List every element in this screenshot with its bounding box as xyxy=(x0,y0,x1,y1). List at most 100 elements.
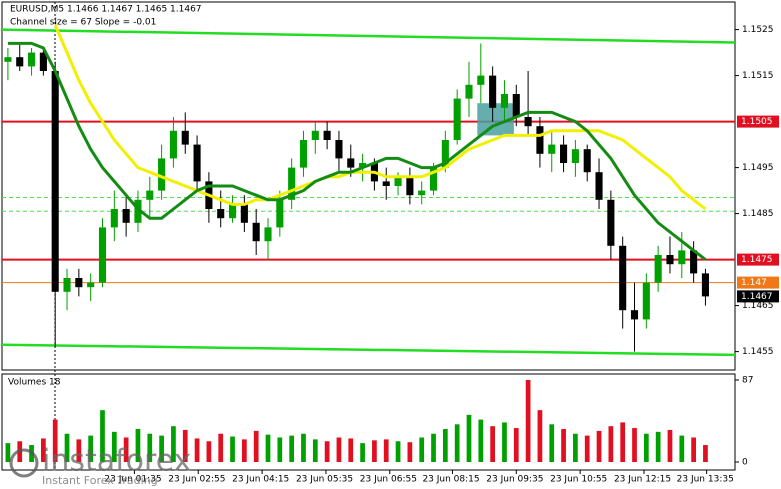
candle-body xyxy=(134,199,142,223)
level-label: 1.1475 xyxy=(741,255,773,265)
volume-bar xyxy=(336,437,342,462)
y-tick-label: 1.1485 xyxy=(742,209,774,219)
current-price-box xyxy=(737,290,779,303)
candle-body xyxy=(181,130,189,145)
candle-body xyxy=(654,255,662,283)
candle-body xyxy=(51,71,59,292)
volume-bar xyxy=(573,433,578,462)
candle-body xyxy=(524,117,532,127)
volume-bar xyxy=(76,439,82,462)
volume-bar xyxy=(679,435,685,462)
candle-body xyxy=(583,149,591,173)
volume-bar xyxy=(100,410,105,462)
volume-bar xyxy=(431,433,436,462)
candle-body xyxy=(193,144,201,182)
channel-line xyxy=(1,343,736,357)
candle-body xyxy=(571,149,579,163)
volume-bar xyxy=(596,430,602,462)
volume-bar xyxy=(691,437,696,462)
volume-bar xyxy=(324,441,330,462)
volume-bar xyxy=(502,422,507,462)
volume-bar xyxy=(218,433,224,462)
candle-body xyxy=(75,278,83,288)
volume-bar xyxy=(383,439,389,462)
level-label-box xyxy=(737,253,779,266)
candle-body xyxy=(690,250,698,274)
channel-line xyxy=(1,28,736,44)
candle-body xyxy=(228,204,237,219)
volume-bar xyxy=(608,426,614,462)
candle-body xyxy=(536,126,544,154)
y-tick-label: 1.1525 xyxy=(742,25,774,35)
candle-body xyxy=(394,176,402,186)
x-tick-label: 23 Jun 12:15 xyxy=(614,475,671,485)
volume-tick-label: 87 xyxy=(742,376,753,386)
volume-bar xyxy=(159,435,164,462)
x-tick-label: 23 Jun 13:35 xyxy=(677,475,734,485)
candle-body xyxy=(453,98,461,140)
volume-bar xyxy=(442,429,448,462)
volume-bar xyxy=(584,435,590,462)
candle-body xyxy=(406,176,414,196)
volume-bar xyxy=(253,430,259,462)
candle-body xyxy=(512,94,520,117)
volume-bar xyxy=(312,439,318,462)
volume-bar xyxy=(241,439,247,462)
candle-body xyxy=(110,209,118,228)
volume-bar xyxy=(454,424,460,462)
candle-body xyxy=(560,144,568,163)
volume-bar xyxy=(537,410,543,462)
volume-bar xyxy=(265,434,271,462)
volume-bar xyxy=(289,435,295,462)
watermark: instaforex Instant Forex Trading xyxy=(9,444,191,487)
candle-body xyxy=(642,282,650,320)
x-tick-label: 23 Jun 10:55 xyxy=(550,475,607,485)
volume-bar xyxy=(372,440,377,462)
volume-bar xyxy=(182,429,188,462)
volume-bar xyxy=(147,433,153,462)
x-tick-label: 23 Jun 08:15 xyxy=(422,475,479,485)
x-tick-label: 23 Jun 06:55 xyxy=(360,475,417,485)
candle-body xyxy=(299,140,308,168)
candle-body xyxy=(252,222,260,242)
chart-subtitle: Channel size = 67 Slope = -0.01 xyxy=(10,18,156,28)
volume-bar xyxy=(549,424,555,462)
chart-title: EURUSD,M5 1.1466 1.1467 1.1465 1.1467 xyxy=(10,5,202,15)
volume-bar xyxy=(395,441,401,462)
candle-body xyxy=(311,130,319,140)
volume-bar xyxy=(490,426,496,462)
candle-body xyxy=(347,158,355,168)
volume-bar xyxy=(478,419,484,462)
y-tick-label: 1.1465 xyxy=(742,301,774,311)
volume-bar xyxy=(123,437,129,462)
volume-bar xyxy=(206,441,212,462)
volume-bar xyxy=(64,433,70,462)
candle-body xyxy=(4,57,12,62)
candle-body xyxy=(158,158,166,191)
x-tick-label: 23 Jun 02:55 xyxy=(168,475,225,485)
volume-bar xyxy=(194,438,200,462)
candle-body xyxy=(288,167,296,200)
candle-body xyxy=(276,199,284,228)
candle-body xyxy=(548,144,556,154)
volume-title: Volumes 18 xyxy=(8,378,61,388)
candle-body xyxy=(63,278,71,292)
candle-body xyxy=(465,84,473,99)
volume-bar xyxy=(5,443,11,462)
volume-bar xyxy=(513,428,519,462)
current-price-label: 1.1467 xyxy=(741,292,773,302)
candle-body xyxy=(701,273,709,297)
y-tick-label: 1.1515 xyxy=(742,71,774,81)
y-tick-label: 1.1495 xyxy=(742,163,774,173)
candle-body xyxy=(359,163,367,168)
candle-body xyxy=(666,255,674,265)
x-tick-label: 23 Jun 05:35 xyxy=(296,475,353,485)
candle-body xyxy=(607,199,615,246)
candle-body xyxy=(335,140,343,159)
candle-body xyxy=(382,181,390,186)
candle-body xyxy=(240,204,248,223)
volume-bar xyxy=(230,436,235,462)
candle-body xyxy=(122,209,130,223)
volume-bar xyxy=(407,442,413,462)
